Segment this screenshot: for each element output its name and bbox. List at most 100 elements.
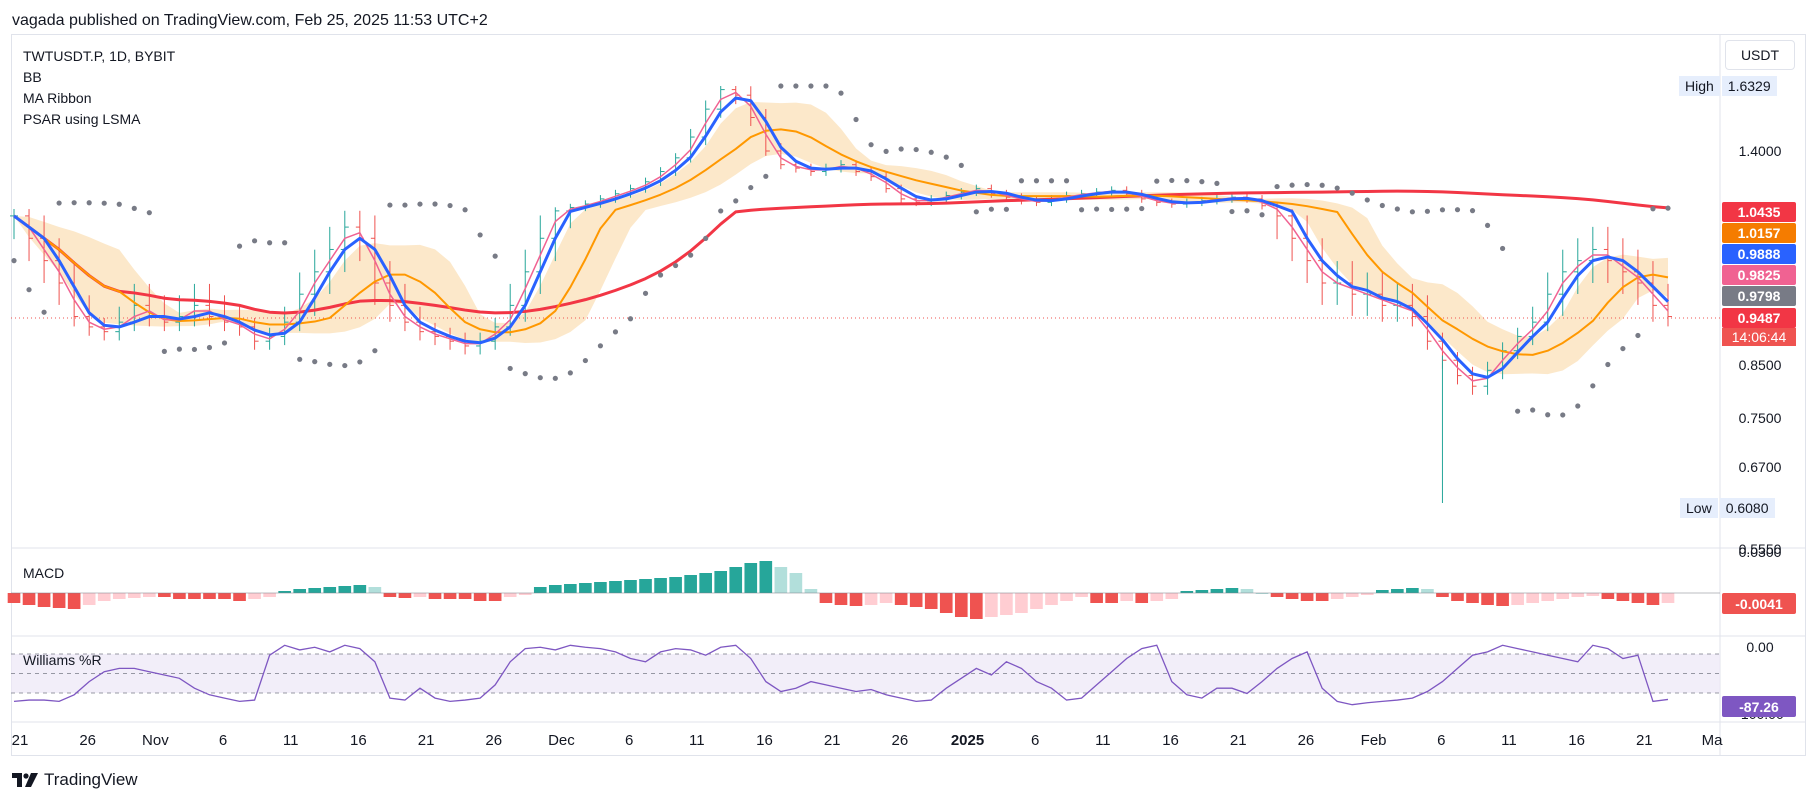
psar-dot <box>612 329 619 335</box>
macd-bar <box>1541 593 1555 601</box>
macd-bar <box>1571 593 1585 597</box>
psar-dot <box>597 343 604 349</box>
macd-bar <box>1375 590 1389 593</box>
time-tick-label: 16 <box>1568 732 1585 749</box>
time-tick-label: Nov <box>142 732 169 749</box>
macd-bar <box>1300 593 1314 601</box>
macd-bar <box>744 563 758 593</box>
macd-bar <box>308 588 322 593</box>
psar-dot <box>1665 205 1671 211</box>
time-tick-label: 11 <box>283 732 299 749</box>
ma-long-line <box>13 189 1669 315</box>
candle <box>10 209 18 240</box>
macd-bar <box>564 584 577 593</box>
psar-dot <box>1259 212 1265 218</box>
psar-dot <box>1154 178 1160 184</box>
macd-bar <box>368 587 382 593</box>
macd-bar <box>579 583 592 593</box>
low-marker: Low 0.6080 <box>1680 498 1775 518</box>
psar-dot <box>718 208 724 214</box>
psar-dot <box>176 346 182 352</box>
psar-dot <box>236 243 243 249</box>
psar-dot <box>582 357 588 364</box>
macd-bar <box>1210 589 1224 593</box>
macd-bar <box>849 593 863 606</box>
macd-bar <box>624 580 637 593</box>
macd-bar <box>518 593 532 595</box>
macd-bar <box>1391 589 1404 593</box>
macd-bar <box>1451 593 1464 601</box>
macd-bar <box>909 593 923 607</box>
time-tick-label: 16 <box>350 732 367 749</box>
psar-dot <box>1394 206 1400 212</box>
psar-dot <box>161 348 167 354</box>
macd-bar <box>248 593 261 599</box>
macd-bar <box>428 593 442 599</box>
macd-bar <box>1436 593 1449 597</box>
psar-dot <box>552 375 558 381</box>
macd-bar <box>488 593 502 601</box>
macd-bar <box>233 593 246 601</box>
psar-dot <box>116 201 122 207</box>
psar-dot <box>567 370 573 376</box>
time-tick-label: 16 <box>756 732 773 749</box>
ma-ribbon-mid-line <box>13 91 1669 382</box>
psar-dot <box>1319 182 1325 188</box>
countdown-bg <box>1722 328 1796 346</box>
candle <box>1664 283 1672 327</box>
macd-bar <box>112 593 126 599</box>
legend-psar[interactable]: PSAR using LSMA <box>23 111 141 127</box>
time-tick-label: 21 <box>1230 732 1247 749</box>
currency-button[interactable]: USDT <box>1725 40 1795 70</box>
macd-bar <box>458 593 472 599</box>
psar-dot <box>748 184 754 191</box>
macd-bar <box>1195 590 1209 593</box>
time-tick-label: Dec <box>548 732 575 749</box>
macd-bar <box>443 593 457 599</box>
legend-ma-ribbon[interactable]: MA Ribbon <box>23 90 92 106</box>
chart-legend: TWTUSDT.P, 1D, BYBIT BB MA Ribbon PSAR u… <box>23 46 175 130</box>
legend-bb[interactable]: BB <box>23 69 42 85</box>
psar-dot <box>657 272 664 278</box>
macd-bar <box>218 593 231 599</box>
time-tick-label: 26 <box>891 732 908 749</box>
psar-dot <box>492 253 498 259</box>
macd-bar <box>52 593 66 608</box>
footer-brand[interactable]: TradingView <box>12 770 138 790</box>
price-tick-label: 0.6700 <box>1739 459 1782 475</box>
macd-bar <box>1421 589 1434 593</box>
legend-symbol[interactable]: TWTUSDT.P, 1D, BYBIT <box>23 48 176 64</box>
macd-bar <box>1661 593 1675 603</box>
psar-dot <box>808 83 814 89</box>
price-tag: 0.9487 <box>1722 308 1796 328</box>
psar-dot <box>868 142 874 148</box>
psar-dot <box>913 146 919 153</box>
high-value: 1.6329 <box>1721 76 1777 96</box>
psar-dot <box>447 202 453 209</box>
psar-dot <box>1409 209 1415 215</box>
psar-dot <box>312 359 318 365</box>
macd-bar <box>67 593 81 609</box>
psar-dot <box>1530 407 1536 413</box>
price-tag-label: 0.9825 <box>1738 267 1781 283</box>
psar-dot <box>853 116 859 123</box>
psar-dot <box>763 173 769 179</box>
psar-dot <box>372 348 378 354</box>
macd-bar <box>1616 593 1630 601</box>
psar-dot <box>883 148 889 154</box>
psar-dot <box>1620 345 1626 352</box>
macd-label[interactable]: MACD <box>23 565 65 581</box>
psar-dot <box>1063 178 1070 184</box>
macd-bar <box>473 593 487 601</box>
psar-dot <box>1364 197 1370 203</box>
candle <box>1288 209 1297 262</box>
macd-bar <box>338 586 352 593</box>
williams-r-label[interactable]: Williams %R <box>23 652 102 668</box>
macd-bar <box>353 585 367 593</box>
macd-bar <box>1105 593 1118 603</box>
time-tick-label: 26 <box>1298 732 1315 749</box>
macd-bar <box>263 593 276 597</box>
low-label: Low <box>1680 498 1718 518</box>
psar-dot <box>838 90 844 96</box>
